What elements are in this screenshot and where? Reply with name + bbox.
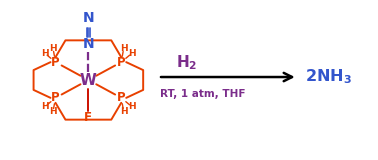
- Text: P: P: [51, 56, 60, 69]
- Text: F: F: [84, 111, 92, 124]
- Text: N: N: [82, 11, 94, 24]
- Text: H: H: [49, 44, 57, 53]
- Text: H: H: [41, 49, 49, 58]
- Text: H: H: [120, 107, 127, 116]
- Text: $\mathbf{H_2}$: $\mathbf{H_2}$: [176, 53, 197, 72]
- Text: RT, 1 atm, THF: RT, 1 atm, THF: [160, 89, 246, 99]
- Text: W: W: [80, 72, 97, 88]
- Text: H: H: [41, 102, 49, 111]
- Text: P: P: [117, 91, 125, 104]
- Text: P: P: [117, 56, 125, 69]
- Text: H: H: [49, 107, 57, 116]
- Text: N: N: [82, 37, 94, 51]
- Text: H: H: [128, 102, 136, 111]
- Text: H: H: [120, 44, 127, 53]
- Text: P: P: [51, 91, 60, 104]
- Text: H: H: [128, 49, 136, 58]
- Text: $\mathbf{2NH_3}$: $\mathbf{2NH_3}$: [305, 68, 352, 86]
